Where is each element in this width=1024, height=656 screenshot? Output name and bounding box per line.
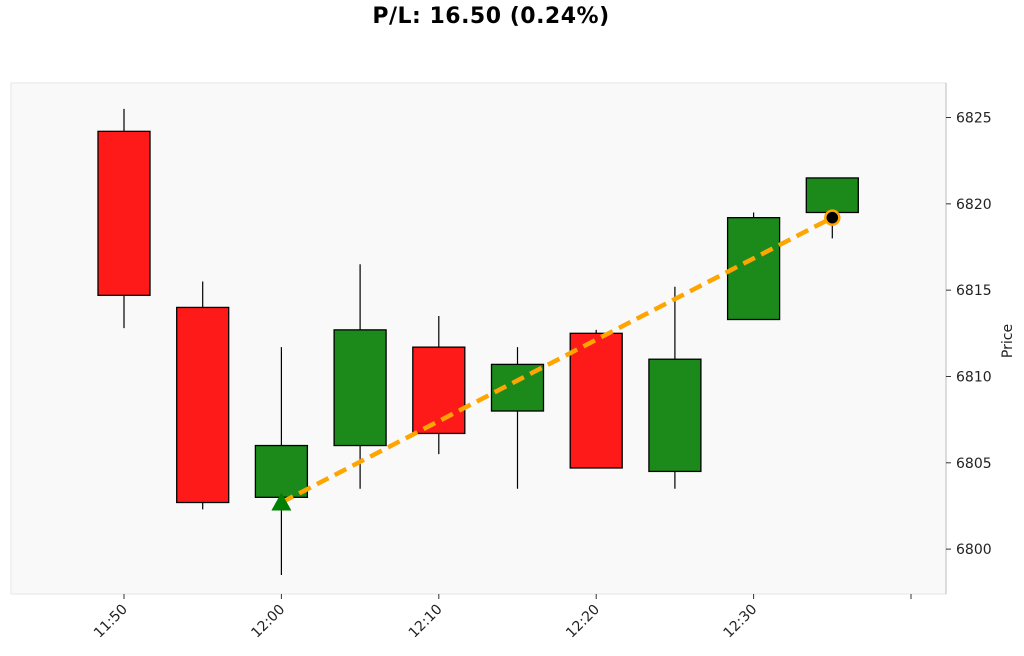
candle — [176, 281, 230, 510]
candle-body — [97, 130, 151, 296]
y-tick-label: 6810 — [956, 369, 992, 385]
candles-layer — [97, 108, 859, 576]
x-axis: 11:50 12:00 12:10 12:20 12:30 — [91, 594, 912, 642]
y-axis-label: Price — [1000, 324, 1016, 358]
x-tick-label: 12:20 — [563, 602, 603, 642]
plot-area — [10, 82, 947, 595]
trade-layer — [271, 209, 841, 511]
y-tick-label: 6815 — [956, 283, 992, 299]
x-tick-label: 12:00 — [248, 602, 288, 642]
candle-body — [176, 306, 230, 504]
exit-marker — [824, 209, 841, 226]
candle-body — [333, 329, 387, 447]
candle-body — [254, 444, 309, 498]
candle — [648, 286, 702, 489]
y-tick-label: 6825 — [956, 111, 992, 127]
candle — [254, 347, 309, 576]
y-tick-label: 6805 — [956, 456, 992, 472]
trade-line — [280, 215, 834, 505]
candle-body — [569, 332, 623, 469]
y-tick-label: 6800 — [956, 542, 992, 558]
candle — [412, 316, 466, 455]
x-tick-label: 11:50 — [91, 602, 131, 642]
candle — [569, 329, 623, 469]
candle-body — [412, 346, 466, 435]
candle-body — [805, 177, 859, 214]
x-tick-label: 12:10 — [406, 602, 446, 642]
y-axis: 6800 6805 6810 6815 6820 6825 — [945, 83, 992, 594]
chart-title: P/L: 16.50 (0.24%) — [372, 4, 610, 29]
entry-marker — [271, 492, 292, 511]
x-tick-label: 12:30 — [721, 602, 761, 642]
candle — [333, 264, 387, 489]
y-tick-label: 6820 — [956, 197, 992, 213]
candle-body — [648, 358, 702, 473]
candle — [97, 108, 151, 329]
